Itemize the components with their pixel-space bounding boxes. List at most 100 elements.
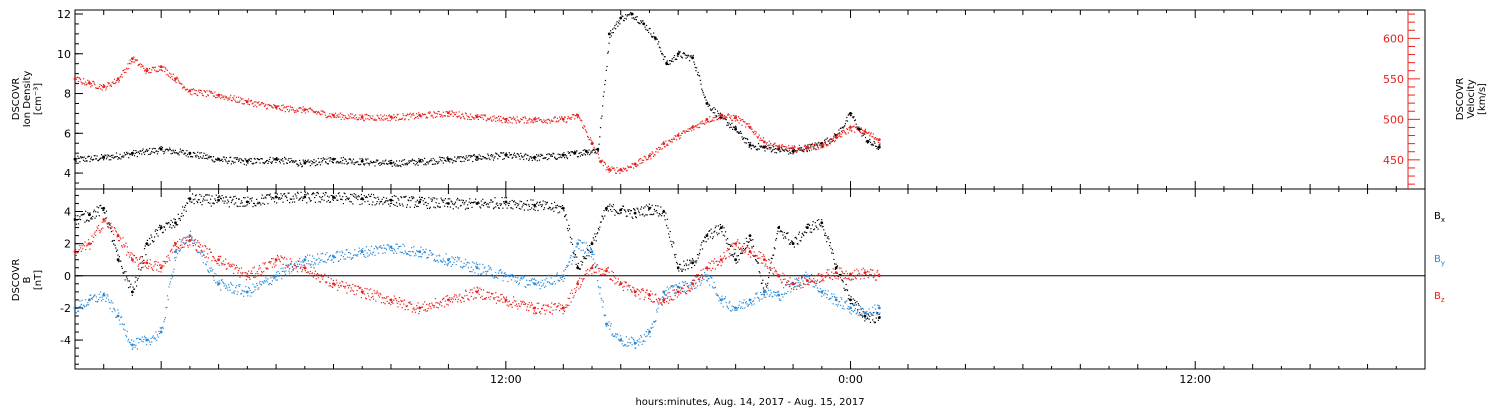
By-sample: [420, 246, 422, 248]
Bz-sample: [108, 222, 110, 224]
Bz-sample: [197, 245, 199, 247]
density-sample: [100, 154, 103, 156]
velocity-sample: [122, 70, 124, 72]
Bx-sample: [327, 195, 329, 197]
velocity-sample: [196, 94, 198, 96]
By-sample: [818, 291, 820, 293]
By-sample: [715, 293, 717, 295]
Bx-sample: [592, 237, 594, 239]
Bx-sample: [160, 225, 162, 227]
By-sample: [757, 297, 760, 299]
velocity-sample: [211, 92, 213, 94]
velocity-sample: [131, 58, 133, 61]
By-sample: [223, 285, 225, 287]
velocity-sample: [773, 143, 775, 145]
density-sample: [629, 13, 631, 15]
Bx-sample: [210, 205, 212, 207]
By-sample: [109, 307, 111, 310]
Bx-sample: [91, 218, 93, 220]
velocity-sample: [762, 137, 765, 139]
By-sample: [820, 290, 822, 292]
velocity-sample: [709, 121, 711, 123]
Bx-sample: [673, 254, 676, 256]
velocity-sample: [592, 143, 594, 145]
Bx-point: [88, 213, 91, 217]
velocity-sample: [490, 116, 492, 118]
velocity-sample: [836, 134, 839, 136]
By-sample: [82, 308, 84, 310]
density-sample: [666, 61, 668, 63]
Bx-sample: [523, 202, 525, 204]
velocity-sample: [866, 132, 868, 134]
density-sample: [294, 160, 296, 162]
density-sample: [487, 153, 489, 155]
density-sample: [272, 157, 274, 159]
density-sample: [715, 115, 717, 117]
By-sample: [500, 269, 502, 271]
Bx-sample: [416, 205, 418, 207]
By-sample: [217, 284, 219, 286]
velocity-sample: [750, 126, 752, 128]
density-point: [748, 143, 752, 147]
Bx-sample: [808, 224, 811, 226]
Bx-sample: [246, 204, 248, 206]
velocity-sample: [363, 119, 365, 121]
velocity-sample: [398, 119, 400, 121]
Bx-sample: [481, 204, 483, 206]
density-sample: [590, 150, 592, 152]
By-sample: [118, 312, 120, 314]
density-sample: [115, 156, 117, 158]
By-sample: [398, 246, 401, 248]
velocity-sample: [237, 101, 239, 103]
density-sample: [588, 149, 590, 151]
Bx-sample: [532, 199, 534, 201]
velocity-sample: [218, 96, 220, 98]
Bx-sample: [375, 203, 378, 205]
velocity-sample: [472, 117, 474, 119]
Bx-sample: [868, 318, 870, 320]
velocity-sample: [642, 162, 644, 164]
By-sample: [422, 249, 424, 251]
By-sample: [577, 239, 579, 241]
velocity-sample: [868, 131, 870, 133]
velocity-sample: [92, 80, 94, 82]
density-sample: [668, 60, 671, 62]
Bx-sample: [113, 239, 115, 242]
By-sample: [137, 337, 139, 339]
By-sample: [328, 256, 330, 258]
Bx-point: [734, 258, 737, 262]
Bx-sample: [592, 243, 594, 245]
Bz-sample: [169, 251, 171, 253]
density-sample: [256, 161, 258, 163]
velocity-sample: [462, 115, 464, 118]
density-sample: [193, 152, 195, 154]
By-sample: [347, 252, 350, 254]
Bx-sample: [823, 229, 825, 231]
density-sample: [315, 160, 317, 162]
Bx-sample: [294, 193, 296, 195]
Bx-sample: [834, 263, 836, 265]
density-sample: [360, 163, 362, 166]
Bx-sample: [818, 219, 820, 221]
velocity-sample: [138, 64, 140, 66]
velocity-sample: [618, 169, 620, 171]
density-sample: [793, 149, 795, 151]
density-sample: [849, 115, 851, 117]
By-sample: [671, 285, 673, 288]
velocity-sample: [186, 88, 188, 90]
Bz-sample: [101, 221, 103, 223]
density-sample: [751, 145, 753, 147]
density-sample: [342, 159, 344, 162]
By-sample: [480, 274, 482, 276]
By-sample: [184, 236, 186, 239]
By-sample: [169, 283, 171, 285]
density-sample: [862, 134, 864, 136]
By-sample: [368, 254, 370, 256]
By-sample: [182, 242, 184, 244]
density-sample: [738, 131, 740, 133]
Bx-sample: [559, 206, 561, 208]
Bx-sample: [480, 200, 482, 202]
velocity-sample: [750, 128, 752, 130]
velocity-sample: [714, 117, 716, 119]
velocity-sample: [490, 119, 492, 121]
